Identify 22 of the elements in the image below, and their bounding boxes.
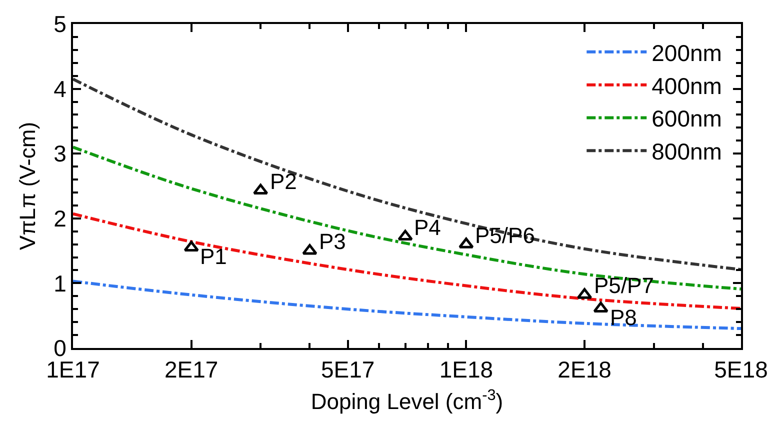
y-axis-title: VπLπ (V-cm) [14, 122, 40, 250]
y-tick-label: 4 [54, 76, 67, 102]
annotation: P8 [610, 305, 637, 330]
y-tick-label: 2 [54, 205, 66, 232]
x-axis-title: Doping Level (cm$^{-3}$) [310, 386, 504, 414]
x-tick-label: 1E18 [439, 356, 494, 383]
y-tick-label: 3 [54, 140, 66, 167]
annotation: P2 [270, 169, 297, 194]
annotation: P5/P7 [594, 273, 654, 298]
annotation: P1 [200, 244, 227, 269]
legend-label: 800nm [652, 138, 722, 165]
x-tick-label: 2E18 [558, 356, 612, 383]
x-tick-label: 2E17 [164, 356, 218, 383]
x-tick-label: 5E17 [320, 356, 375, 383]
legend-label: 600nm [652, 106, 722, 132]
y-tick-label: 1 [54, 270, 66, 296]
annotation: P3 [319, 229, 346, 254]
annotation: P4 [414, 215, 441, 240]
legend-label: 200nm [652, 40, 722, 66]
x-tick-label: 5E18 [714, 356, 768, 383]
legend-label: 400nm [652, 72, 722, 99]
y-tick-label: 5 [54, 11, 66, 38]
